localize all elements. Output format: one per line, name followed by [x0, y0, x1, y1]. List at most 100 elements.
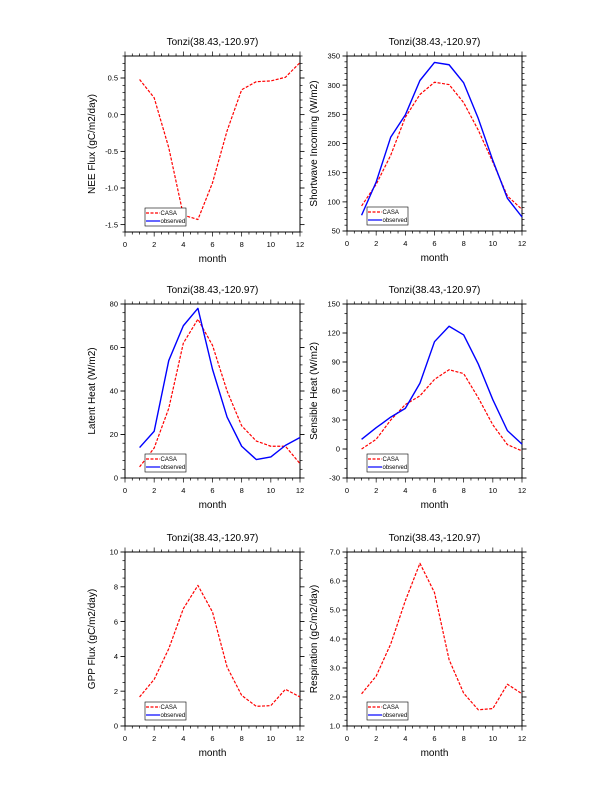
y-axis-label: NEE Flux (gC/m2/day) — [87, 94, 98, 194]
chart-title: Tonzi(38.43,-120.97) — [167, 37, 259, 48]
x-tick-label: 4 — [181, 240, 185, 249]
chart-panel-2: Tonzi(38.43,-120.97) 0 2 4 6 8 10 12 50 100 150 200… — [309, 37, 527, 264]
x-tick-label: 10 — [267, 486, 275, 495]
x-tick-label: 0 — [345, 486, 349, 495]
x-tick-label: 6 — [432, 239, 436, 248]
x-tick-label: 4 — [403, 239, 407, 248]
x-axis-label: month — [421, 500, 449, 511]
plot-frame — [346, 551, 523, 727]
plot-frame — [346, 55, 523, 232]
legend-label-casa: CASA — [161, 211, 177, 217]
y-tick-label: 0.0 — [108, 110, 118, 119]
y-tick-label: 60 — [110, 343, 118, 352]
chart-title: Tonzi(38.43,-120.97) — [167, 533, 259, 544]
y-tick-label: 200 — [327, 139, 340, 148]
x-tick-label: 2 — [152, 734, 156, 743]
x-tick-label: 0 — [123, 486, 127, 495]
y-tick-label: 60 — [332, 387, 340, 396]
legend: CASA observed — [366, 701, 409, 721]
x-tick-label: 12 — [518, 239, 526, 248]
x-tick-label: 0 — [345, 239, 349, 248]
legend-label-observed: observed — [383, 713, 408, 719]
series-line-casa — [139, 318, 301, 468]
legend-label-casa: CASA — [383, 705, 399, 711]
chart-panel-3: Tonzi(38.43,-120.97) 0 2 4 6 8 10 12 0 20 40 60 80 mo… — [87, 285, 305, 511]
y-tick-label: 20 — [110, 430, 118, 439]
x-axis-label: month — [421, 748, 449, 759]
x-tick-label: 8 — [240, 240, 244, 249]
x-tick-label: 2 — [152, 240, 156, 249]
plot-frame — [346, 303, 523, 479]
y-tick-label: -0.5 — [105, 147, 118, 156]
legend-label-casa: CASA — [161, 457, 177, 463]
x-tick-label: 2 — [374, 239, 378, 248]
y-tick-label: 8 — [114, 583, 118, 592]
x-tick-label: 4 — [181, 734, 185, 743]
chart-title: Tonzi(38.43,-120.97) — [389, 285, 481, 296]
y-tick-label: 90 — [332, 358, 340, 367]
legend-label-observed: observed — [383, 465, 408, 471]
legend-label-observed: observed — [161, 219, 186, 225]
x-tick-label: 10 — [489, 486, 497, 495]
series-line-casa — [361, 81, 523, 210]
x-tick-label: 6 — [210, 240, 214, 249]
x-tick-label: 8 — [462, 239, 466, 248]
series-line-casa — [361, 369, 523, 452]
x-tick-label: 0 — [123, 734, 127, 743]
chart-title: Tonzi(38.43,-120.97) — [389, 533, 481, 544]
chart-title: Tonzi(38.43,-120.97) — [389, 37, 481, 48]
y-tick-label: 0 — [336, 445, 340, 454]
x-tick-label: 8 — [462, 734, 466, 743]
y-axis-label: Sensible Heat (W/m2) — [309, 342, 320, 440]
x-tick-label: 2 — [374, 734, 378, 743]
legend: CASA observed — [144, 453, 187, 473]
y-tick-label: 2 — [114, 687, 118, 696]
y-tick-label: -30 — [329, 474, 340, 483]
y-axis-label: Respiration (gC/m2/day) — [309, 585, 320, 693]
chart-panel-5: Tonzi(38.43,-120.97) 0 2 4 6 8 10 12 0 2 4 6 8 10 mont… — [87, 533, 305, 759]
y-tick-label: 4.0 — [330, 635, 340, 644]
y-tick-label: 100 — [327, 198, 340, 207]
chart-panel-4: Tonzi(38.43,-120.97) 0 2 4 6 8 10 12 -30 0 30 60 90 1… — [309, 285, 527, 511]
x-tick-label: 8 — [462, 486, 466, 495]
y-axis-label: Shortwave Incoming (W/m2) — [309, 80, 320, 206]
x-axis-label: month — [199, 748, 227, 759]
y-tick-label: -1.5 — [105, 220, 118, 229]
x-tick-label: 12 — [518, 734, 526, 743]
x-tick-label: 0 — [345, 734, 349, 743]
y-tick-label: 0 — [114, 474, 118, 483]
series-line-casa — [361, 562, 523, 711]
y-axis-label: Latent Heat (W/m2) — [87, 347, 98, 434]
x-axis-label: month — [199, 254, 227, 265]
x-tick-label: 12 — [518, 486, 526, 495]
x-axis-label: month — [199, 500, 227, 511]
legend: CASA observed — [366, 453, 409, 473]
x-tick-label: 2 — [152, 486, 156, 495]
y-tick-label: 7.0 — [330, 548, 340, 557]
y-tick-label: 0 — [114, 722, 118, 731]
legend-label-casa: CASA — [161, 705, 177, 711]
legend-label-casa: CASA — [383, 210, 399, 216]
x-tick-label: 4 — [181, 486, 185, 495]
y-tick-label: 120 — [327, 329, 340, 338]
x-tick-label: 6 — [210, 486, 214, 495]
x-tick-label: 6 — [432, 734, 436, 743]
x-tick-label: 6 — [210, 734, 214, 743]
x-tick-label: 2 — [374, 486, 378, 495]
x-tick-label: 4 — [403, 734, 407, 743]
x-tick-label: 4 — [403, 486, 407, 495]
chart-panel-6: Tonzi(38.43,-120.97) 0 2 4 6 8 10 12 1.0 2.0 3.0 4.… — [309, 533, 527, 759]
y-tick-label: 6 — [114, 617, 118, 626]
x-tick-label: 0 — [123, 240, 127, 249]
series-line-casa — [139, 62, 301, 221]
y-tick-label: 350 — [327, 52, 340, 61]
legend-label-casa: CASA — [383, 457, 399, 463]
y-tick-label: 300 — [327, 81, 340, 90]
y-tick-label: 0.5 — [108, 74, 118, 83]
y-tick-label: 80 — [110, 300, 118, 309]
y-tick-label: 5.0 — [330, 606, 340, 615]
y-tick-label: 4 — [114, 652, 118, 661]
x-tick-label: 12 — [296, 486, 304, 495]
x-tick-label: 8 — [240, 486, 244, 495]
